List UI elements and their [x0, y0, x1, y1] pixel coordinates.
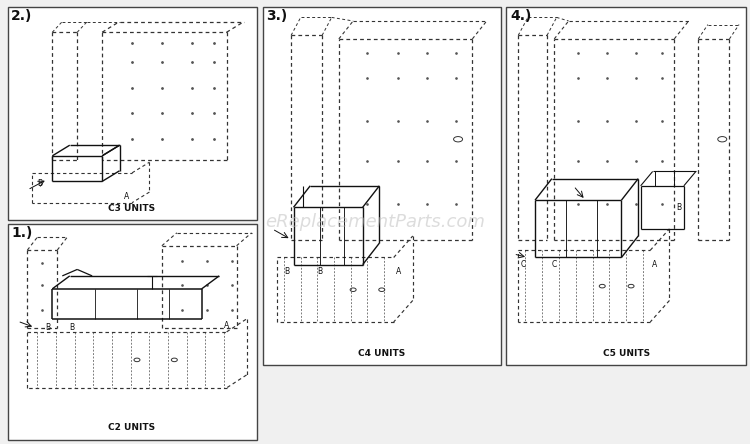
Text: 3.): 3.) [266, 9, 287, 23]
Text: B: B [284, 267, 289, 276]
Bar [8, 7, 256, 220]
Text: B: B [676, 203, 682, 212]
Bar [506, 7, 746, 365]
Text: 1.): 1.) [11, 226, 33, 241]
Text: B: B [38, 179, 43, 188]
Bar [262, 7, 501, 365]
Text: C3 UNITS: C3 UNITS [109, 204, 155, 213]
Text: A: A [652, 260, 658, 269]
Text: C2 UNITS: C2 UNITS [109, 424, 155, 432]
Text: C4 UNITS: C4 UNITS [358, 349, 405, 358]
Text: eReplacementParts.com: eReplacementParts.com [265, 213, 485, 231]
Text: B: B [45, 323, 50, 332]
Bar [8, 224, 256, 440]
Text: A: A [396, 267, 401, 276]
Text: 2.): 2.) [11, 9, 33, 23]
Text: 4.): 4.) [510, 9, 531, 23]
Text: A: A [224, 321, 230, 330]
Text: C: C [520, 260, 526, 269]
Text: B: B [70, 323, 75, 332]
Text: C: C [551, 260, 556, 269]
Text: A: A [124, 192, 130, 201]
Text: C5 UNITS: C5 UNITS [603, 349, 650, 358]
Text: B: B [317, 267, 322, 276]
